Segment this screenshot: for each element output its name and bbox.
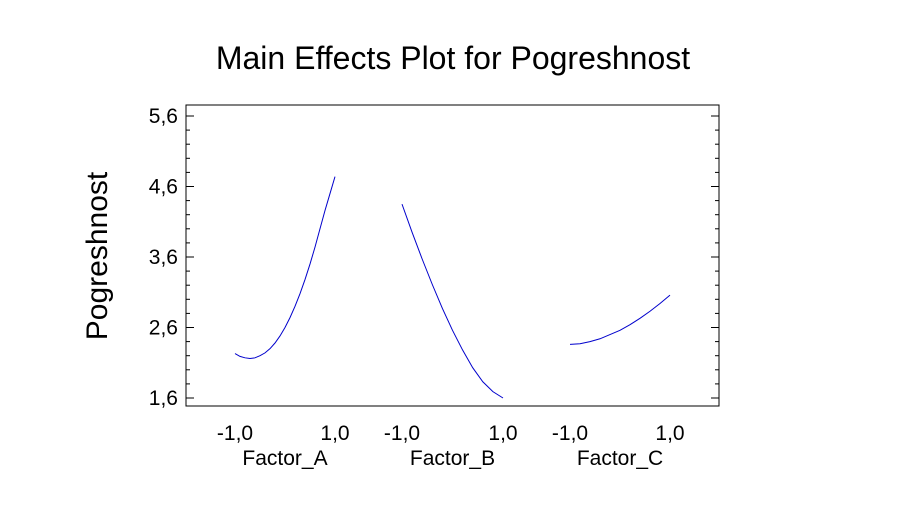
series-line-factor-c (569, 294, 671, 345)
y-axis: 1,6 2,6 3,6 4,6 5,6 (149, 105, 719, 410)
y-tick-label: 4,6 (149, 176, 178, 199)
series-line-factor-a (234, 176, 336, 360)
chart-title: Main Effects Plot for Pogreshnost (216, 40, 690, 76)
plot-area-frame (185, 104, 720, 407)
y-tick-label: 2,6 (149, 317, 178, 340)
x-tick-label: 1,0 (655, 422, 684, 445)
series-lines (234, 176, 671, 399)
y-axis-label: Pogreshnost (81, 171, 114, 340)
x-tick-label: 1,0 (488, 422, 517, 445)
x-tick-label: 1,0 (320, 422, 349, 445)
y-tick-label: 3,6 (149, 246, 178, 269)
y-tick-label: 1,6 (149, 387, 178, 410)
factor-label: Factor_A (242, 447, 327, 470)
x-tick-label: -1,0 (384, 422, 420, 445)
y-tick-label: 5,6 (149, 105, 178, 128)
x-tick-label: -1,0 (217, 422, 253, 445)
series-line-factor-b (401, 203, 504, 399)
x-tick-label: -1,0 (552, 422, 588, 445)
factor-label: Factor_B (410, 447, 495, 470)
factor-label: Factor_C (577, 447, 663, 470)
